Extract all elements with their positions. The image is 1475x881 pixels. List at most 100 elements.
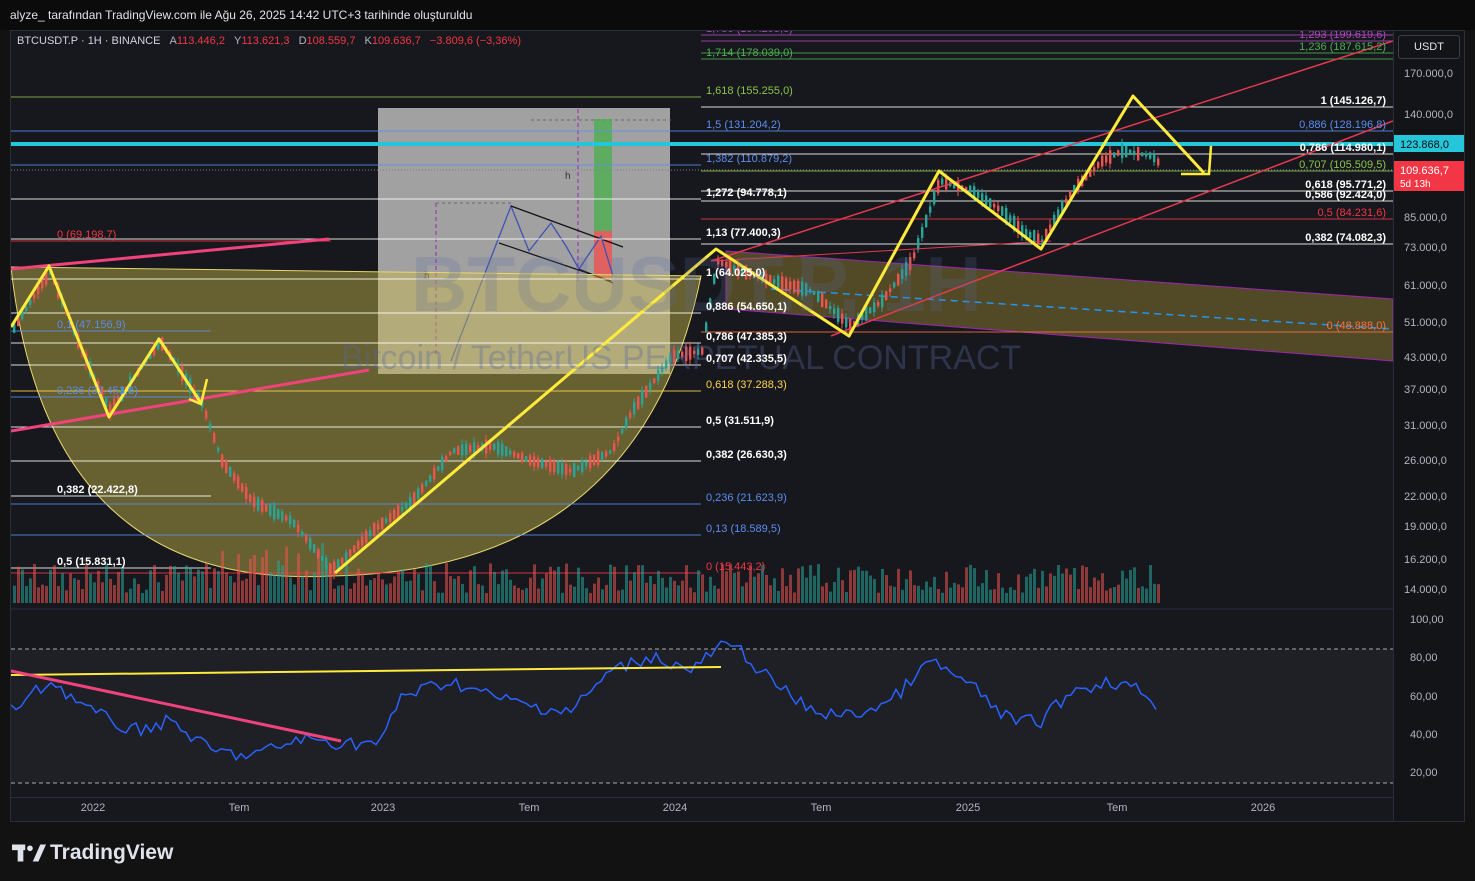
channel-midline [770, 288, 1393, 330]
candle-body [101, 386, 104, 402]
volume-bar [1061, 573, 1064, 603]
elliott-wave-right[interactable] [334, 94, 1206, 575]
volume-bar [325, 565, 328, 603]
chart-pane[interactable]: h h BTCUSDT.P, 1H Bitcoin / TetherUS PER… [10, 30, 1465, 822]
left-trendline-top[interactable] [11, 237, 330, 271]
volume-bar [1093, 577, 1096, 603]
volume-bar [281, 565, 284, 603]
rsi-trendline-yellow[interactable] [11, 666, 722, 676]
candle-body [677, 350, 680, 360]
volume-bar [677, 585, 680, 603]
volume-bar [229, 575, 232, 603]
descending-channel[interactable] [725, 250, 1393, 362]
volume-bar [93, 582, 96, 603]
volume-bar [833, 581, 836, 603]
candle-body [1149, 152, 1152, 159]
volume-bar [1081, 565, 1084, 603]
volume-bar [761, 564, 764, 603]
volume-bar [257, 585, 260, 603]
volume-bar [1077, 588, 1080, 603]
legend-high-label: Y [234, 35, 242, 47]
candle-body [469, 445, 472, 453]
volume-bar [485, 592, 488, 603]
volume-bar [1021, 592, 1024, 603]
candle-body [913, 252, 916, 259]
volume-bar [497, 584, 500, 603]
candle-body [269, 504, 272, 516]
ascending-channel-lower[interactable] [830, 120, 1393, 337]
volume-bar [529, 577, 532, 603]
ascending-channel-upper[interactable] [710, 40, 1393, 262]
volume-bar [569, 584, 572, 603]
candle-body [801, 281, 804, 296]
fib_mid-level-label: 1,272 (94.778,1) [706, 187, 787, 199]
volume-bar [829, 591, 832, 603]
current-price-badge [1394, 161, 1464, 191]
candle-body [1065, 198, 1068, 204]
candle-body [609, 450, 612, 454]
candle-body [393, 510, 396, 519]
candle-body [365, 531, 368, 543]
time-axis[interactable]: 2022 Tem 2023 Tem 2024 Tem 2025 Tem 2026 [81, 802, 1275, 814]
candle-body [793, 280, 796, 293]
rsi-trendline-pink[interactable] [11, 669, 342, 743]
candle-body [493, 443, 496, 450]
candle-body [233, 473, 236, 481]
volume-bar [925, 581, 928, 603]
candle-body [437, 466, 440, 471]
legend-high-value: 113.621,3 [241, 35, 290, 47]
volume-bar [977, 586, 980, 603]
volume-bar [1037, 587, 1040, 603]
candle-body [833, 308, 836, 315]
price-axis[interactable]: USDT 170.000,0 140.000,0 115.000,0 85.000,0… [1393, 31, 1464, 821]
volume-bar [869, 575, 872, 603]
volume-bar [969, 564, 972, 603]
legend-symbol[interactable]: BTCUSDT.P · 1H · BINANCE [17, 35, 161, 47]
currency-button[interactable]: USDT [1398, 35, 1460, 59]
volume-bar [501, 570, 504, 603]
candle-body [1029, 232, 1032, 238]
fib_right-level-label: 0,707 (105.509,5) [1299, 159, 1386, 171]
candle-body [693, 350, 696, 354]
volume-bar [541, 578, 544, 603]
volume-bar [525, 588, 528, 603]
candle-body [849, 318, 852, 334]
time-axis-label: 2026 [1251, 802, 1275, 814]
volume-bar [213, 568, 216, 603]
volume-bar [857, 566, 860, 603]
candle-body [337, 559, 340, 571]
volume-bar [549, 566, 552, 603]
volume-bar [645, 582, 648, 603]
volume-bar [29, 578, 32, 603]
volume-bar [937, 588, 940, 603]
ohlc-legend[interactable]: BTCUSDT.P · 1H · BINANCE A113.446,2 Y113… [17, 35, 521, 47]
volume-bar [1121, 570, 1124, 603]
rsi-tick-label: 80,00 [1410, 652, 1438, 664]
candle-body [945, 176, 948, 190]
tradingview-logo[interactable]: TradingView [12, 838, 173, 868]
volume-bar [709, 576, 712, 603]
candle-body [1113, 152, 1116, 158]
volume-bar [665, 587, 668, 603]
price-chart-canvas[interactable]: h h BTCUSDT.P, 1H Bitcoin / TetherUS PER… [11, 31, 1393, 822]
candle-countdown: 5d 13h [1400, 179, 1431, 190]
volume-bar [1105, 590, 1108, 603]
volume-bar [177, 572, 180, 603]
candle-body [817, 291, 820, 302]
volume-bar [957, 584, 960, 603]
candle-body [1013, 215, 1016, 231]
candle-body [589, 455, 592, 469]
volume-bar [481, 585, 484, 603]
candle-body [545, 462, 548, 467]
candle-body [645, 385, 648, 398]
candle-body [861, 313, 864, 320]
elliott-wave-left[interactable] [11, 264, 203, 419]
legend-close-value: 109.636,7 [371, 35, 421, 47]
volume-bar [885, 575, 888, 603]
rsi-tick-label: 40,00 [1410, 729, 1438, 741]
candle-body [553, 461, 556, 472]
volume-bar [477, 584, 480, 603]
volume-bar [601, 589, 604, 603]
candle-body [485, 439, 488, 454]
candle-body [649, 382, 652, 390]
